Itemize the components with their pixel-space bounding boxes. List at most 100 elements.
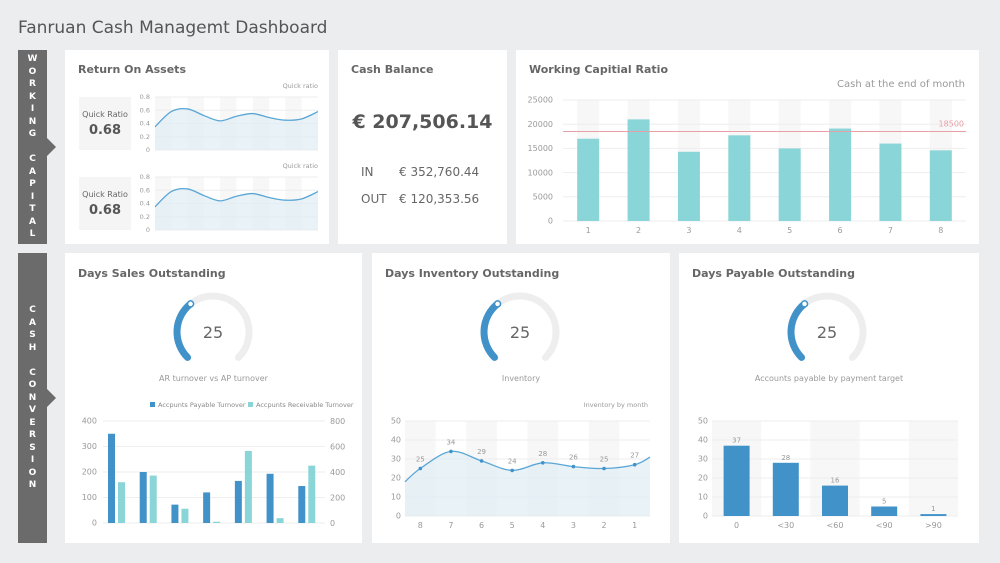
gauge-fill (173, 300, 195, 361)
y-tick-label: 0.2 (140, 213, 150, 221)
y-tick-label: 30 (391, 455, 401, 464)
data-label: 26 (569, 454, 578, 462)
data-label: 25 (600, 456, 609, 464)
data-label: 16 (831, 477, 840, 485)
section-letter: N (28, 480, 37, 491)
section-letter: R (29, 79, 36, 90)
legend-label: Cash at the end of month (837, 79, 965, 90)
quick-ratio-label: Quick Ratio (82, 110, 128, 119)
series-line (154, 107, 319, 128)
quick-ratio-value: 0.68 (88, 123, 122, 138)
y-tick-label-right: 600 (330, 443, 345, 452)
data-label: 1 (931, 505, 935, 513)
legend-swatch (150, 402, 155, 407)
bar-receivable (181, 508, 189, 523)
panel-title: Days Inventory Outstanding (385, 267, 560, 280)
y-tick-label: 20000 (528, 120, 553, 129)
y-tick-label: 0.8 (140, 173, 150, 181)
bar-payable (171, 504, 179, 523)
x-tick-label: 5 (787, 226, 792, 235)
dpo-gauge: 25 (787, 292, 867, 361)
x-tick-label: 4 (737, 226, 742, 235)
y-tick-label: 0 (92, 519, 97, 528)
panel-title: Days Sales Outstanding (78, 267, 226, 280)
y-tick-label-right: 0 (330, 519, 335, 528)
bar (829, 128, 852, 221)
bar-payable (266, 473, 274, 523)
series-line (154, 187, 319, 208)
data-label: 25 (416, 456, 425, 464)
return-on-assets-panel: Return On Assets Quick Ratio 0.68 Quick … (65, 50, 329, 244)
bar-receivable (118, 482, 125, 523)
y-tick-label: 0.8 (140, 93, 150, 101)
x-tick-label: <30 (777, 521, 794, 530)
gauge-value: 25 (817, 323, 837, 342)
bar-payable (108, 433, 115, 523)
bar-payable (139, 472, 147, 523)
gauge-value: 25 (203, 323, 223, 342)
bar (728, 135, 751, 221)
panel-title: Days Payable Outstanding (692, 267, 855, 280)
section-letter: S (29, 442, 36, 453)
bar (920, 514, 947, 516)
legend-label: Quick ratio (283, 82, 318, 90)
data-label: 34 (446, 438, 455, 446)
legend-swatch (248, 402, 253, 407)
y-tick-label: 10 (391, 493, 401, 502)
quick-ratio-chart: 0 0.2 0.4 0.6 0.8 Quick ratio (140, 82, 319, 154)
y-tick-label: 0 (146, 146, 150, 154)
data-label: 28 (781, 454, 790, 462)
y-tick-label: 0.6 (140, 186, 150, 194)
section-letter: I (30, 191, 35, 202)
area-fill (155, 108, 318, 150)
gauge-label: Accounts payable by payment target (754, 374, 904, 383)
bar (772, 462, 799, 516)
data-point (632, 462, 637, 467)
bar-receivable (276, 518, 284, 523)
x-tick-label: 0 (734, 521, 739, 530)
section-letter: I (30, 455, 35, 466)
y-tick-label: 5000 (533, 192, 553, 201)
x-tick-label: 8 (418, 521, 423, 530)
bar (929, 150, 952, 221)
dio-gauge: 25 (480, 292, 560, 361)
panel-title: Return On Assets (78, 63, 186, 76)
dso-panel: Days Sales Outstanding 25 AR turnover vs… (65, 253, 362, 543)
y-tick-label-right: 200 (330, 494, 345, 503)
bar-receivable (213, 521, 221, 523)
bar (879, 143, 902, 221)
y-tick-label: 10000 (528, 168, 553, 177)
quick-ratio-chart: 0 0.2 0.4 0.6 0.8 Quick ratio (140, 162, 319, 234)
bar (577, 138, 600, 221)
x-tick-label: 6 (479, 521, 484, 530)
y-tick-label: 25000 (528, 96, 553, 105)
section-letter: L (29, 229, 36, 240)
y-tick-label: 0.4 (140, 200, 150, 208)
page-title: Fanruan Cash Managemt Dashboard (18, 18, 328, 38)
x-tick-label: 1 (586, 226, 591, 235)
bar (627, 119, 650, 221)
quick-ratio-card: Quick Ratio 0.68 (79, 177, 131, 230)
x-tick-label: 7 (888, 226, 893, 235)
y-tick-label: 300 (82, 442, 97, 451)
section-letter: A (29, 317, 36, 328)
section-letter: P (29, 179, 36, 190)
gauge-value: 25 (510, 323, 530, 342)
quick-ratio-value: 0.68 (88, 203, 122, 218)
section-letter: K (29, 91, 36, 102)
bar-payable (203, 492, 211, 523)
y-tick-label: 0 (146, 226, 150, 234)
data-label: 29 (477, 448, 486, 456)
dio-panel: Days Inventory Outstanding 25 Inventory … (372, 253, 670, 543)
bar (677, 151, 700, 221)
y-tick-label: 0 (703, 512, 708, 521)
section-letter: C (29, 305, 36, 316)
gauge-fill (480, 300, 502, 361)
x-tick-label: 6 (838, 226, 843, 235)
out-label: OUT (361, 192, 387, 206)
y-tick-label: 0.4 (140, 120, 150, 128)
x-tick-label: 2 (636, 226, 641, 235)
dso-gauge: 25 (173, 292, 253, 361)
